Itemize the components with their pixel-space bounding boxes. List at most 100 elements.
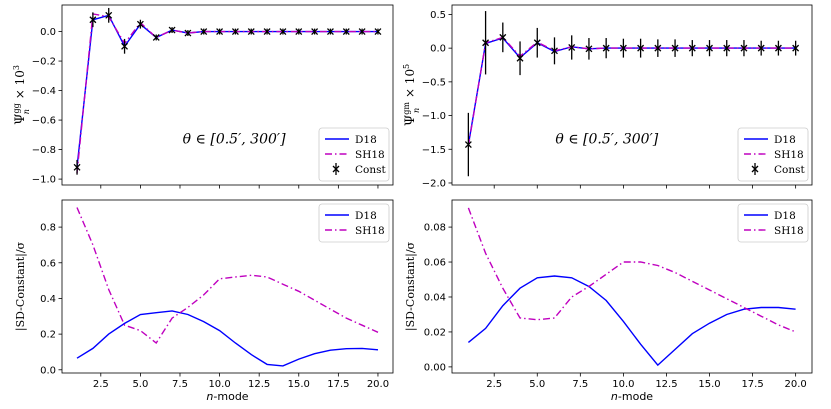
y-tick-label: −1.5	[422, 145, 446, 156]
y-tick-label: 0.6	[40, 258, 56, 269]
const-marker	[311, 28, 319, 36]
const-marker	[671, 44, 679, 52]
axes-frame	[451, 4, 813, 186]
const-marker	[374, 28, 382, 36]
const-marker-stroke	[671, 44, 679, 52]
const-marker-stroke	[311, 28, 319, 36]
y-tick-label: 0.5	[430, 10, 446, 21]
const-marker	[516, 54, 524, 62]
const-marker	[200, 28, 208, 36]
y-tick-label: −1.0	[32, 175, 56, 186]
x-tick-label: 12.5	[248, 379, 270, 390]
const-marker	[585, 45, 593, 53]
const-marker-stroke	[533, 39, 541, 47]
x-axis-label-rest: -mode	[213, 390, 248, 403]
legend-label-const: Const	[355, 164, 387, 176]
legend-label-d18: D18	[355, 210, 377, 222]
series-sh18-line	[467, 207, 796, 333]
x-axis-label-n: n	[206, 390, 213, 403]
const-marker	[602, 44, 610, 52]
x-tick-label: 5.0	[529, 379, 545, 390]
const-marker	[263, 28, 271, 36]
const-marker-stroke	[216, 28, 224, 36]
y-tick-label: −0.4	[32, 86, 56, 97]
const-marker-stroke	[464, 141, 472, 149]
x-tick-label: 7.5	[172, 379, 188, 390]
y-axis-label: |SD-Constant|/σ	[404, 241, 418, 331]
const-marker	[637, 44, 645, 52]
legend-frame	[737, 203, 809, 243]
legend-label-const: Const	[774, 164, 806, 176]
y-label-pow: 3	[12, 65, 21, 70]
y-label-sup: gm	[402, 102, 411, 115]
x-axis-label: n-mode	[206, 390, 248, 403]
const-marker-stroke	[136, 20, 144, 28]
const-marker	[464, 141, 472, 149]
const-marker	[216, 28, 224, 36]
series-sh18-line	[467, 36, 796, 147]
const-marker	[105, 11, 113, 19]
x-tick-label: 20.0	[785, 379, 807, 390]
const-marker	[568, 44, 576, 51]
y-tick-label: 0.04	[424, 292, 446, 303]
const-marker	[295, 28, 303, 36]
legend-label-sh18: SH18	[774, 149, 804, 161]
y-label-psi: Ψ	[403, 115, 418, 126]
const-marker-stroke	[105, 11, 113, 19]
y-label-tail: × 10	[13, 70, 27, 103]
y-tick-label: 0.00	[424, 362, 446, 373]
axes-frame	[61, 4, 394, 186]
const-marker-stroke	[499, 33, 507, 41]
const-marker-stroke	[326, 28, 334, 36]
axes-frame	[61, 199, 394, 374]
const-marker-stroke	[231, 28, 239, 36]
x-tick-label: 20.0	[367, 379, 389, 390]
y-tick-label: −2.0	[422, 178, 446, 189]
const-marker-stroke	[568, 44, 576, 51]
legend-label-d18: D18	[774, 210, 796, 222]
const-marker-stroke	[637, 44, 645, 52]
x-tick-label: 17.5	[327, 379, 349, 390]
panel-bottom-right: 0.00 0.02 0.04 0.06 0.08 2.5 5.0 7.5 10.0 12.5 15.…	[404, 199, 813, 403]
const-marker-stroke	[551, 47, 558, 55]
const-marker-stroke	[374, 28, 382, 36]
const-marker-stroke	[89, 16, 97, 24]
const-marker-stroke	[757, 44, 765, 52]
const-marker-stroke	[740, 44, 748, 52]
x-tick-label: 10.0	[612, 379, 634, 390]
const-marker	[654, 44, 662, 52]
const-marker	[73, 163, 81, 171]
y-tick-label: 0.06	[424, 258, 446, 269]
y-label-sub: n	[22, 109, 31, 114]
legend: D18 SH18	[318, 203, 390, 243]
const-marker	[533, 39, 541, 47]
y-tick-label: 0.4	[40, 294, 56, 305]
axes-frame	[451, 199, 813, 374]
const-marker-stroke	[279, 28, 287, 36]
x-tick-label: 2.5	[93, 379, 109, 390]
const-marker-stroke	[295, 28, 303, 36]
series-sh18-line	[76, 207, 379, 345]
theta-annotation: θ ∈ [0.5′, 300′]	[183, 132, 286, 148]
y-label-tail: × 10	[403, 69, 417, 102]
const-marker	[774, 44, 782, 52]
y-label-pow: 5	[402, 64, 411, 69]
y-axis-label: Ψgmn × 105	[402, 64, 421, 126]
x-tick-label: 15.0	[288, 379, 310, 390]
const-marker-stroke	[263, 28, 271, 36]
legend-label-sh18: SH18	[355, 149, 385, 161]
y-tick-label: −0.8	[32, 145, 56, 156]
const-marker	[723, 44, 731, 52]
const-marker-stroke	[247, 28, 255, 36]
series-d18-line	[467, 275, 796, 367]
legend: D18 SH18	[737, 203, 809, 243]
legend-label-sh18: SH18	[774, 225, 804, 237]
const-marker-stroke	[516, 54, 524, 62]
y-tick-label: 0.8	[40, 223, 56, 234]
const-marker	[231, 28, 239, 36]
panel-top-left: −1.0 −0.8 −0.6 −0.4 −0.2 0.0 Ψggn × 103 θ ∈ [0.…	[12, 4, 394, 189]
legend: D18 SH18 Const	[737, 127, 809, 182]
const-marker-stroke	[792, 44, 800, 52]
const-marker	[688, 44, 696, 52]
